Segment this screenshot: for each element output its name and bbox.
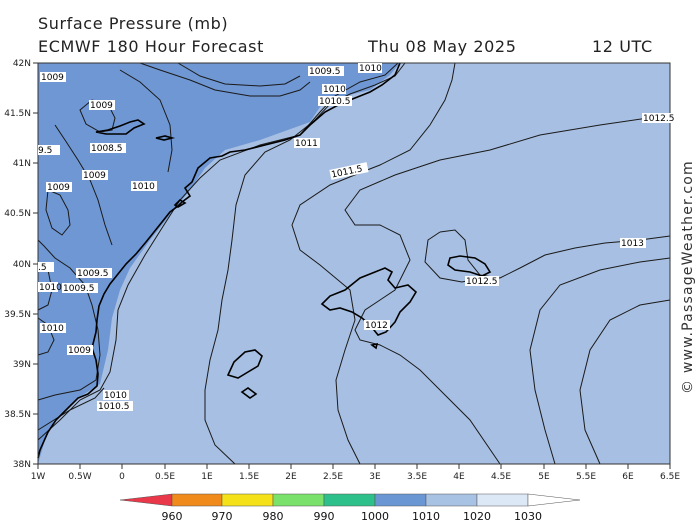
legend-label: 1030: [514, 510, 542, 523]
pressure-legend: 960 970 980 990 1000 1010 1020 1030: [119, 493, 581, 523]
legend-label: 1020: [463, 510, 491, 523]
isobar-label: 1008.5: [91, 144, 123, 154]
lat-label: 38.5N: [4, 410, 31, 420]
inland-lake: [95, 119, 146, 135]
isobar-label: 9.5: [38, 146, 52, 156]
legend-swatch: [171, 493, 223, 507]
lat-label: 38N: [13, 460, 31, 470]
legend-label: 1000: [361, 510, 389, 523]
legend-swatch: [476, 493, 529, 507]
isobar-label: 1010: [323, 85, 346, 95]
isobar-label: 1012.5: [466, 277, 498, 287]
isobar-label: .5: [38, 263, 47, 273]
lon-label: 1.5E: [239, 472, 259, 482]
isobar-label: 1009: [90, 101, 113, 111]
formentera-island: [240, 387, 258, 399]
pressure-band-1000-1010: [38, 63, 400, 464]
legend-swatch: [272, 493, 325, 507]
ibiza-island: [226, 349, 263, 379]
inland-lake-2: [155, 135, 176, 141]
coastline: [37, 62, 492, 459]
legend-swatch: [119, 493, 173, 507]
lon-label: 5.5E: [576, 472, 596, 482]
isobar-label: 1011: [295, 139, 318, 149]
lon-label: 0.5W: [68, 472, 91, 482]
iberia-east-coast: [37, 62, 401, 459]
lon-label: 6E: [622, 472, 634, 482]
passageweather-credit: © www.PassageWeather.com: [680, 160, 696, 394]
legend-label: 980: [263, 510, 284, 523]
isobar-labels: 1009 1009.5 1010 1010 1010.5 1011 1011.5…: [38, 63, 678, 412]
legend-label: 960: [162, 510, 183, 523]
lon-label: 3E: [369, 472, 381, 482]
isobar-label: 1009: [83, 171, 106, 181]
lat-label: 41N: [13, 159, 31, 169]
lon-label: 4E: [453, 472, 465, 482]
lon-label: 4.5E: [491, 472, 511, 482]
legend-label: 970: [212, 510, 233, 523]
lon-label: 2.5E: [323, 472, 343, 482]
isobar-label: 1010.5: [98, 402, 130, 412]
isobar-label: 1012: [365, 321, 388, 331]
legend-swatch: [221, 493, 274, 507]
isobar-label: 1009: [47, 183, 70, 193]
lon-label: 0.5E: [155, 472, 175, 482]
isobar-label: 1010: [359, 64, 382, 74]
isobar-label: 1009.5: [77, 269, 109, 279]
forecast-time: 12 UTC: [592, 37, 653, 56]
isobar-label: 1010: [39, 283, 62, 293]
isobar-label: 1010: [104, 391, 127, 401]
lat-label: 40N: [13, 260, 31, 270]
lon-label: 1W: [31, 472, 46, 482]
isobar-label: 1010.5: [319, 97, 351, 107]
legend-swatch: [374, 493, 427, 507]
lat-label: 41.5N: [4, 109, 31, 119]
legend-label: 1010: [412, 510, 440, 523]
lon-label: 0: [119, 472, 125, 482]
isobar-label: 1010: [41, 324, 64, 334]
isobar-label: 1009.5: [309, 67, 341, 77]
lon-label: 2E: [285, 472, 297, 482]
forecast-date: Thu 08 May 2025: [368, 37, 517, 56]
legend-swatch: [527, 493, 581, 507]
lon-label: 6.5E: [660, 472, 680, 482]
isobar-label: 1012.5: [643, 114, 675, 124]
lon-label: 1E: [201, 472, 213, 482]
lat-label: 42N: [13, 59, 31, 69]
map-title: Surface Pressure (mb): [38, 14, 229, 33]
lat-label: 40.5N: [4, 209, 31, 219]
cabrera-island: [370, 342, 379, 350]
isobar-label: 1009.5: [63, 284, 95, 294]
isobar-label: 1009: [41, 73, 64, 83]
legend-swatch: [425, 493, 478, 507]
lat-label: 39N: [13, 360, 31, 370]
isobar-label: 1010: [132, 182, 155, 192]
menorca-island: [447, 255, 492, 277]
lon-label: 3.5E: [407, 472, 427, 482]
ebro-delta: [173, 198, 187, 208]
isobar-label: 1009: [68, 346, 91, 356]
latitude-axis: 42N 41.5N 41N 40.5N 40N 39.5N 39N 38.5N …: [4, 59, 38, 470]
model-forecast-label: ECMWF 180 Hour Forecast: [38, 37, 264, 56]
legend-label: 990: [314, 510, 335, 523]
isobar-lines: [37, 62, 671, 465]
longitude-axis: 1W 0.5W 0 0.5E 1E 1.5E 2E 2.5E 3E 3.5E 4…: [31, 464, 680, 482]
credit-text: © www.PassageWeather.com: [680, 160, 696, 394]
legend-swatch: [323, 493, 376, 507]
mallorca-island: [320, 267, 418, 336]
isobar-label: 1013: [621, 239, 644, 249]
lon-label: 5E: [538, 472, 550, 482]
lat-label: 39.5N: [4, 310, 31, 320]
